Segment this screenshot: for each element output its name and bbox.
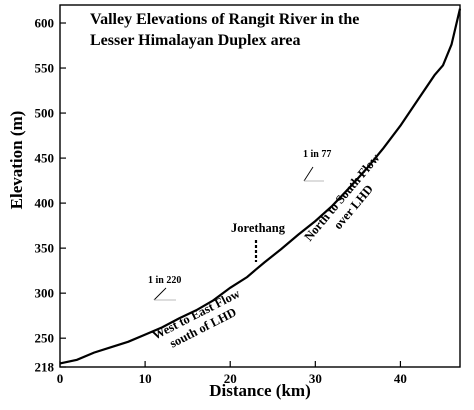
flow-upper-annotation: North to South Flow over LHD (301, 151, 382, 244)
x-axis-title: Distance (km) (209, 381, 311, 400)
y-tick-label: 400 (35, 196, 55, 211)
x-tick-label: 20 (224, 371, 237, 386)
slope-lower-label: 1 in 220 (148, 275, 181, 286)
chart-title-line-2: Lesser Himalayan Duplex area (90, 32, 301, 49)
x-tick-label: 30 (309, 371, 322, 386)
series-line-valley-elevation (59, 8, 462, 365)
x-tick-label: 10 (139, 371, 152, 386)
x-tick-label: 40 (394, 371, 407, 386)
y-tick-label: 218 (35, 360, 55, 375)
y-tick-label: 500 (35, 106, 55, 121)
y-tick-label: 250 (35, 331, 55, 346)
y-axis-title: Elevation (m) (7, 111, 26, 210)
y-tick-label: 300 (35, 286, 55, 301)
slope-lower-hypotenuse (153, 287, 167, 301)
jorethang-label: Jorethang (231, 221, 286, 235)
y-tick-label: 350 (35, 241, 55, 256)
plot-frame (59, 4, 461, 368)
y-tick-label: 550 (35, 61, 55, 76)
chart-title-line-1: Valley Elevations of Rangit River in the (90, 11, 359, 28)
x-axis-ticks: 0 10 20 30 40 (57, 361, 407, 386)
y-tick-label: 600 (35, 16, 55, 31)
y-tick-label: 450 (35, 151, 55, 166)
slope-upper-label: 1 in 77 (303, 149, 331, 160)
x-tick-label: 0 (57, 371, 64, 386)
flow-lower-annotation: West to East Flow south of LHD (150, 286, 242, 350)
y-axis-ticks: 218 250 300 350 400 450 500 550 600 (35, 16, 66, 375)
slope-upper-hypotenuse (303, 166, 314, 182)
